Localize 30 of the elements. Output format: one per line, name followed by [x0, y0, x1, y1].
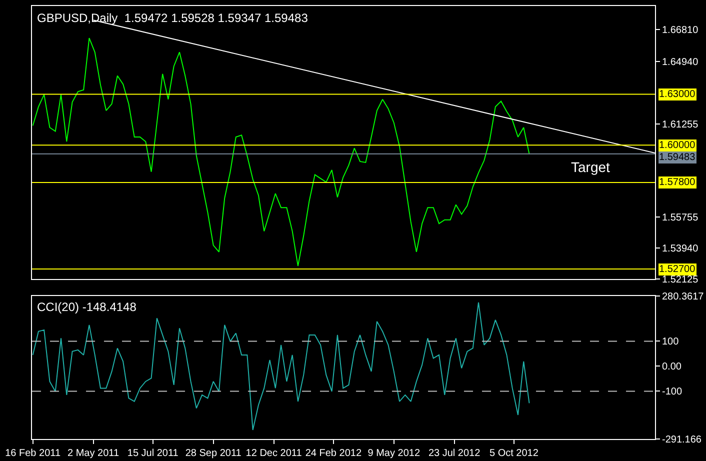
- y-tick-label: 1.64940: [662, 56, 699, 68]
- y-tick-label: 1.53940: [662, 243, 699, 254]
- x-tick-label: 9 May 2012: [368, 448, 420, 459]
- y-tick-label: 280.3617: [662, 292, 704, 303]
- x-tick-label: 23 Jul 2012: [428, 448, 481, 459]
- x-tick-label: 24 Feb 2012: [305, 448, 362, 459]
- annotation: Target: [571, 159, 610, 175]
- x-tick-label: 2 May 2011: [67, 448, 120, 459]
- ref-line-label: 1.60000: [659, 140, 696, 151]
- x-tick-label: 15 Jul 2011: [127, 448, 179, 459]
- x-tick-label: 5 Oct 2012: [490, 448, 539, 459]
- y-tick-label: -291.166: [662, 434, 702, 446]
- y-tick-label: 100: [662, 336, 680, 348]
- ref-line-label: 1.63000: [659, 89, 696, 100]
- line-series: [32, 38, 530, 266]
- x-tick-label: 28 Sep 2011: [185, 448, 242, 459]
- y-tick-label: 1.66810: [662, 25, 699, 36]
- y-tick-label: 0.00: [662, 362, 682, 373]
- chart-title: CCI(20) -148.4148: [37, 300, 137, 314]
- text: GBPUSD,Daily 1.59472 1.59528 1.59347 1.59483: [37, 11, 308, 25]
- ref-line-label: 1.52700: [659, 264, 696, 275]
- x-tick-label: 16 Feb 2011: [5, 448, 61, 459]
- y-tick-label: 1.55755: [662, 212, 699, 224]
- line-series: [32, 302, 530, 430]
- ref-line-label: 1.59483: [659, 152, 696, 163]
- y-tick-label: 1.52125: [662, 274, 699, 286]
- ref-line-label: 1.57800: [659, 177, 696, 188]
- x-tick-label: 12 Dec 2011: [246, 448, 302, 459]
- y-tick-label: -100: [662, 386, 682, 398]
- y-tick-label: 1.61255: [662, 119, 699, 130]
